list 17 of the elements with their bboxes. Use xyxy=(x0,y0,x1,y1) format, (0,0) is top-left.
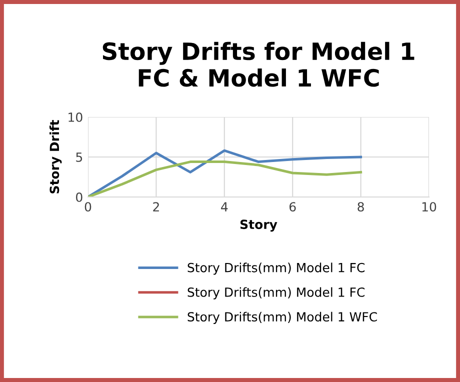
x-tick-label: 0 xyxy=(84,202,92,212)
x-axis-title: Story xyxy=(240,220,278,232)
x-tick-label: 8 xyxy=(358,202,364,212)
x-tick-label: 4 xyxy=(221,202,228,212)
line-series xyxy=(88,160,362,197)
legend-label: Story Drifts(mm) Model 1 WFC xyxy=(188,312,377,324)
y-axis-title: Story Drift xyxy=(49,120,62,194)
y-tick-label: 0 xyxy=(76,192,82,202)
chart-title: Story Drifts for Model 1 FC & Model 1 WFC xyxy=(102,42,414,87)
x-tick-label: 10 xyxy=(422,202,436,212)
y-tick-label: 10 xyxy=(68,112,82,122)
legend-label: Story Drifts(mm) Model 1 FC xyxy=(188,262,365,275)
y-tick-label: 5 xyxy=(76,152,82,162)
x-tick-label: 6 xyxy=(289,202,296,212)
legend-label: Story Drifts(mm) Model 1 FC xyxy=(188,287,365,300)
x-tick-label: 2 xyxy=(153,202,159,212)
line-series xyxy=(88,149,362,197)
